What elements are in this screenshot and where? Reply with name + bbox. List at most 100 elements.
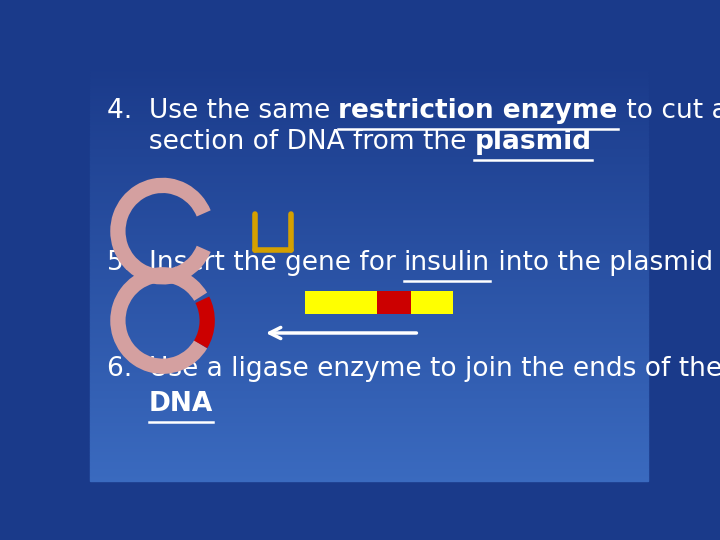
Bar	[90, 388, 648, 389]
Bar	[90, 104, 648, 105]
Bar	[90, 277, 648, 278]
Bar	[90, 348, 648, 349]
Bar	[90, 73, 648, 75]
Bar	[90, 160, 648, 162]
Bar	[90, 316, 648, 317]
Bar	[90, 129, 648, 130]
Bar	[90, 185, 648, 187]
Bar	[90, 108, 648, 109]
Bar	[90, 406, 648, 407]
Bar	[90, 319, 648, 320]
Bar	[90, 471, 648, 472]
Bar	[90, 180, 648, 181]
Bar	[90, 467, 648, 468]
Text: insulin: insulin	[404, 250, 490, 276]
Bar	[90, 339, 648, 341]
Bar	[90, 102, 648, 104]
Bar	[90, 183, 648, 184]
Bar	[90, 259, 648, 260]
Bar	[90, 113, 648, 114]
Bar	[90, 334, 648, 335]
Bar	[90, 206, 648, 207]
Text: DNA: DNA	[148, 391, 213, 417]
Text: to cut a: to cut a	[618, 98, 720, 124]
Bar	[90, 188, 648, 190]
Bar	[90, 282, 648, 284]
Bar	[90, 350, 648, 352]
Bar	[90, 260, 648, 261]
Bar	[90, 295, 648, 296]
Bar	[90, 124, 648, 126]
Bar	[90, 144, 648, 145]
Bar	[90, 133, 648, 134]
Bar	[90, 235, 648, 237]
Bar	[90, 338, 648, 339]
Bar	[90, 192, 648, 194]
Bar	[90, 381, 648, 382]
Bar	[90, 233, 648, 234]
Bar	[90, 328, 648, 329]
Bar	[90, 289, 648, 291]
Bar	[90, 437, 648, 439]
Bar	[90, 468, 648, 469]
Bar	[90, 207, 648, 209]
Bar	[90, 414, 648, 415]
Bar	[90, 178, 648, 180]
Bar	[90, 152, 648, 153]
Bar	[90, 106, 648, 108]
Bar	[90, 478, 648, 479]
Bar	[90, 205, 648, 206]
Bar	[90, 162, 648, 163]
Bar	[90, 307, 648, 309]
Bar	[90, 353, 648, 354]
Bar	[90, 79, 648, 80]
Bar	[90, 413, 648, 414]
Bar	[90, 380, 648, 381]
Bar	[90, 310, 648, 312]
Bar	[90, 306, 648, 307]
Bar	[90, 112, 648, 113]
Bar	[90, 251, 648, 252]
Bar	[90, 155, 648, 156]
Text: 5.  Insert the gene for: 5. Insert the gene for	[107, 250, 404, 276]
Bar	[90, 242, 648, 244]
Bar	[90, 402, 648, 403]
Bar	[90, 360, 648, 361]
Bar	[90, 114, 648, 116]
Bar	[90, 281, 648, 282]
Bar	[90, 158, 648, 159]
Bar	[90, 291, 648, 292]
Bar	[90, 309, 648, 310]
Bar	[90, 261, 648, 263]
Bar	[90, 194, 648, 195]
Bar	[90, 442, 648, 443]
Bar	[90, 377, 648, 378]
Text: 4.  Use the same: 4. Use the same	[107, 98, 338, 124]
Bar	[90, 134, 648, 136]
Bar	[90, 101, 648, 102]
Bar	[90, 454, 648, 456]
Bar	[90, 174, 648, 176]
Bar	[90, 146, 648, 148]
Bar	[90, 446, 648, 447]
Bar	[90, 77, 648, 79]
Bar	[90, 460, 648, 461]
Bar	[90, 228, 648, 230]
Bar	[90, 367, 648, 368]
Bar	[90, 366, 648, 367]
Bar	[90, 424, 648, 425]
Bar	[90, 214, 648, 216]
Bar	[90, 231, 648, 233]
Bar	[90, 169, 648, 170]
Bar	[90, 443, 648, 444]
Bar	[90, 248, 648, 249]
Bar	[90, 221, 648, 223]
Bar	[90, 173, 648, 174]
Bar	[90, 89, 648, 90]
Bar	[90, 266, 648, 267]
Bar	[90, 303, 648, 305]
Bar	[90, 373, 648, 374]
Bar	[90, 441, 648, 442]
Bar	[90, 428, 648, 429]
Bar	[90, 390, 648, 392]
